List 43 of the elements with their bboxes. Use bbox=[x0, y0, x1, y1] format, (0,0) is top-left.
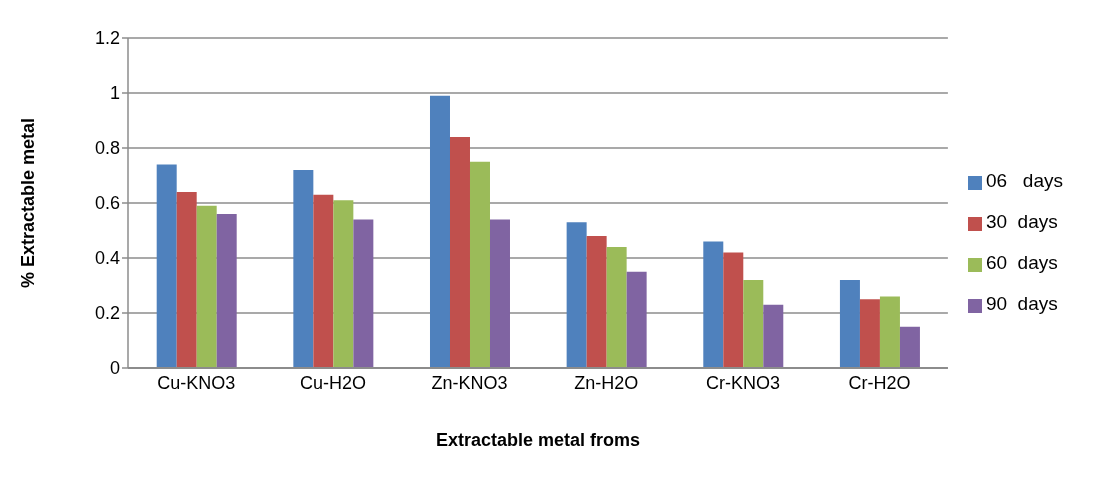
y-tick-label: 1 bbox=[109, 83, 120, 104]
bar bbox=[566, 222, 587, 368]
bar bbox=[216, 214, 237, 368]
bar bbox=[703, 241, 724, 368]
x-tick-label: Cr-KNO3 bbox=[705, 372, 780, 393]
bar bbox=[196, 205, 217, 368]
bar bbox=[176, 192, 197, 368]
bar bbox=[859, 299, 880, 368]
x-tick-label: Zn-KNO3 bbox=[431, 372, 508, 393]
bar bbox=[626, 271, 647, 368]
bar bbox=[333, 200, 354, 368]
bar bbox=[899, 326, 920, 368]
bar bbox=[353, 219, 374, 368]
x-tick-label: Cr-H2O bbox=[848, 372, 911, 393]
y-tick-label: 0.8 bbox=[94, 138, 120, 159]
bar bbox=[743, 280, 764, 368]
bar bbox=[156, 164, 177, 368]
bar bbox=[839, 280, 860, 368]
bar bbox=[449, 137, 470, 368]
bar bbox=[606, 247, 627, 368]
y-tick-label: 0.2 bbox=[94, 303, 120, 324]
bar bbox=[763, 304, 784, 368]
bar bbox=[723, 252, 744, 368]
bar bbox=[489, 219, 510, 368]
bar bbox=[469, 161, 490, 368]
legend-label: 06 days bbox=[985, 170, 1063, 191]
y-tick-label: 0.6 bbox=[94, 193, 120, 214]
legend-label: 30 days bbox=[985, 211, 1058, 232]
legend-label: 90 days bbox=[985, 293, 1058, 314]
y-tick-label: 0.4 bbox=[94, 248, 120, 269]
y-tick-label: 0 bbox=[109, 358, 120, 379]
x-axis-title: Extractable metal froms bbox=[435, 429, 640, 450]
x-tick-label: Zn-H2O bbox=[574, 372, 639, 393]
bar bbox=[586, 236, 607, 368]
legend-label: 60 days bbox=[985, 252, 1058, 273]
bar bbox=[429, 95, 450, 368]
bar bbox=[313, 194, 334, 368]
bar bbox=[293, 170, 314, 368]
x-tick-label: Cu-KNO3 bbox=[157, 372, 236, 393]
x-tick-label: Cu-H2O bbox=[299, 372, 366, 393]
y-axis-title: % Extractable metal bbox=[18, 117, 39, 289]
y-tick-label: 1.2 bbox=[94, 28, 120, 49]
bar bbox=[879, 296, 900, 368]
